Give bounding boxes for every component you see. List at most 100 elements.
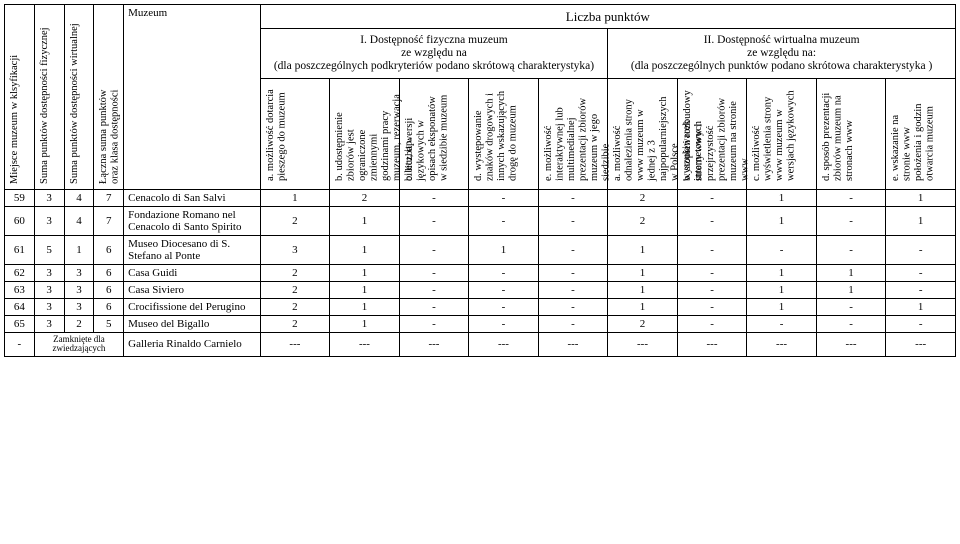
cell: 1: [330, 282, 400, 299]
cell: 7: [94, 190, 124, 207]
table-row: 64336Crocifissione del Perugino21---1-1-…: [5, 299, 956, 316]
cell: -: [399, 265, 469, 282]
cell: 2: [260, 282, 330, 299]
cell: -: [816, 236, 886, 265]
cell: 1: [886, 299, 956, 316]
table-row: 62336Casa Guidi21---1-11-: [5, 265, 956, 282]
cell: 1: [747, 282, 817, 299]
crit-fa: a. możliwość dotarcia pieszego do muzeum: [264, 84, 289, 184]
cell: ---: [538, 333, 608, 357]
cell: -: [886, 236, 956, 265]
cell: 63: [5, 282, 35, 299]
cell: 1: [64, 236, 94, 265]
table-row: -Zamknięte dla zwiedzającychGalleria Rin…: [5, 333, 956, 357]
col-points: Liczba punktów: [260, 5, 955, 29]
crit-fd: d. występowanie znaków drogowych i innyc…: [472, 84, 520, 184]
cell: 65: [5, 316, 35, 333]
cell: 6: [94, 299, 124, 316]
cell: 3: [64, 282, 94, 299]
cell: -: [469, 190, 539, 207]
cell: ---: [608, 333, 678, 357]
table-row: 60347Fondazione Romano nel Cenacolo di S…: [5, 207, 956, 236]
cell: -: [538, 316, 608, 333]
cell: -: [399, 299, 469, 316]
cell: 3: [34, 265, 64, 282]
cell: -: [469, 282, 539, 299]
cell: 4: [64, 207, 94, 236]
cell: 2: [608, 190, 678, 207]
cell: 4: [64, 190, 94, 207]
crit-wc: c. możliwość wyświetlenia strony www muz…: [750, 84, 798, 184]
cell: ---: [399, 333, 469, 357]
cell: 61: [5, 236, 35, 265]
cell: 62: [5, 265, 35, 282]
cell: 3: [64, 299, 94, 316]
cell: 2: [260, 265, 330, 282]
cell: 2: [608, 207, 678, 236]
section-physical: I. Dostępność fizyczna muzeum ze względu…: [260, 29, 608, 78]
cell: 1: [747, 265, 817, 282]
cell: -: [399, 236, 469, 265]
col-phys: Suma punktów dostępności fizycznej: [38, 7, 52, 187]
museum-name: Cenacolo di San Salvi: [124, 190, 261, 207]
cell: 1: [330, 207, 400, 236]
cell: 1: [608, 236, 678, 265]
cell: 1: [886, 190, 956, 207]
crit-fc: c. liczba wersji językowych w opisach ek…: [403, 84, 451, 184]
cell: ---: [816, 333, 886, 357]
museum-name: Galleria Rinaldo Carnielo: [124, 333, 261, 357]
cell: -: [538, 265, 608, 282]
cell: 1: [886, 207, 956, 236]
cell: 1: [330, 236, 400, 265]
cell: -: [747, 316, 817, 333]
cell: -: [816, 190, 886, 207]
cell: -: [538, 190, 608, 207]
cell: 7: [94, 207, 124, 236]
cell: 5: [94, 316, 124, 333]
cell: 1: [469, 236, 539, 265]
table-row: 63336Casa Siviero21---1-11-: [5, 282, 956, 299]
cell: 1: [330, 316, 400, 333]
cell: -: [677, 316, 747, 333]
cell: -: [747, 236, 817, 265]
table-row: 61516Museo Diocesano di S. Stefano al Po…: [5, 236, 956, 265]
cell: -: [469, 316, 539, 333]
cell: 3: [34, 190, 64, 207]
cell: -: [5, 333, 35, 357]
cell: 1: [260, 190, 330, 207]
cell: ---: [260, 333, 330, 357]
cell: 5: [34, 236, 64, 265]
cell: -: [816, 207, 886, 236]
crit-we: e. wskazanie na stronie www położenia i …: [889, 84, 937, 184]
museum-name: Fondazione Romano nel Cenacolo di Santo …: [124, 207, 261, 236]
cell: -: [538, 282, 608, 299]
cell: 3: [64, 265, 94, 282]
cell: 2: [608, 316, 678, 333]
cell: 2: [64, 316, 94, 333]
cell: 3: [260, 236, 330, 265]
table-row: 59347Cenacolo di San Salvi12---2-1-1: [5, 190, 956, 207]
cell: 1: [816, 282, 886, 299]
museum-name: Crocifissione del Perugino: [124, 299, 261, 316]
museum-name: Casa Siviero: [124, 282, 261, 299]
cell: 2: [260, 299, 330, 316]
museum-name: Museo del Bigallo: [124, 316, 261, 333]
cell: 1: [608, 282, 678, 299]
cell: 1: [747, 207, 817, 236]
cell: 59: [5, 190, 35, 207]
cell: -: [677, 282, 747, 299]
cell: 1: [747, 190, 817, 207]
cell: 64: [5, 299, 35, 316]
cell: ---: [886, 333, 956, 357]
cell: -: [469, 299, 539, 316]
cell: 2: [260, 316, 330, 333]
cell: 3: [34, 207, 64, 236]
col-rank: Miejsce muzeum w klsyfikacji: [8, 7, 22, 187]
cell: ---: [677, 333, 747, 357]
cell: 6: [94, 265, 124, 282]
cell: -: [677, 299, 747, 316]
crit-wd: d. sposób prezentacji zbiorów muzeum na …: [820, 84, 857, 184]
cell: -: [399, 282, 469, 299]
cell: 1: [330, 265, 400, 282]
cell: -: [677, 190, 747, 207]
